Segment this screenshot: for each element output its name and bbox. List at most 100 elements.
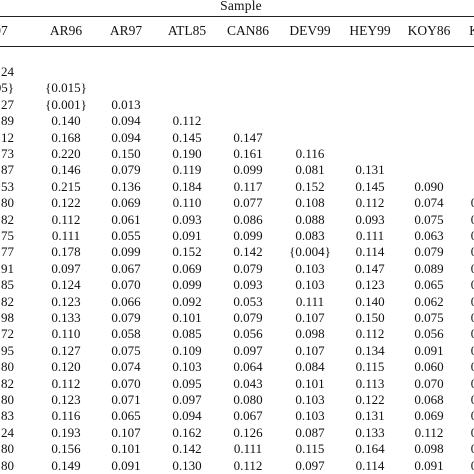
table-cell: 0.117	[233, 179, 263, 194]
table-cell: 0.098	[414, 441, 444, 456]
column-header: KOY86	[407, 23, 451, 38]
column-header: K	[444, 23, 474, 39]
table-cell: 0.101	[111, 441, 141, 456]
column-header: L97	[0, 23, 8, 38]
table-cell: 0.131	[355, 162, 385, 177]
table-cell: 0	[470, 310, 474, 325]
table-cell: 0	[470, 458, 474, 473]
table-cell: 80	[1, 359, 14, 374]
table-cell: 0.091	[172, 228, 202, 243]
table-cell: 75	[1, 228, 14, 243]
table-cell: 0	[470, 343, 474, 358]
column-header: ATL85	[167, 23, 207, 38]
table-cell: 0.079	[111, 162, 141, 177]
table-cell: 0.060	[414, 359, 444, 374]
table-cell: 53	[1, 179, 14, 194]
table-cell: 0.168	[51, 130, 81, 145]
table-cell: 98	[1, 310, 14, 325]
table-cell: 0.070	[111, 376, 141, 391]
table-cell: 0.093	[355, 212, 385, 227]
table-cell: 0	[470, 392, 474, 407]
table-cell: 0.065	[111, 408, 141, 423]
table-cell: 0.097	[51, 261, 81, 276]
table-cell: 0.146	[51, 162, 81, 177]
table-cell: 0.097	[172, 392, 202, 407]
table-cell: 0.069	[111, 195, 141, 210]
column-header: CAN86	[226, 23, 269, 38]
table-cell: 0.112	[172, 113, 202, 128]
table-cell: 0.152	[172, 244, 202, 259]
table-cell: 0.079	[233, 261, 263, 276]
table-cell: 0.162	[172, 425, 202, 440]
table-cell: 82	[1, 294, 14, 309]
table-cell: 0.063	[414, 228, 444, 243]
table-cell: 0.107	[295, 343, 325, 358]
table-cell: 0.091	[414, 458, 444, 473]
column-header: AR97	[109, 23, 143, 38]
table-cell: 0.150	[111, 146, 141, 161]
table-cell: 0.126	[233, 425, 263, 440]
table-cell: 0.145	[172, 130, 202, 145]
table-cell: 0.085	[172, 326, 202, 341]
table-cell: 0.215	[51, 179, 81, 194]
table-cell: 0.066	[111, 294, 141, 309]
table-cell: 0	[470, 408, 474, 423]
table-cell: 85	[1, 277, 14, 292]
table-cell: 0.133	[355, 425, 385, 440]
table-cell: 0.116	[51, 408, 81, 423]
table-cell: 05}	[0, 80, 14, 95]
table-cell: 0	[470, 244, 474, 259]
table-cell: 0.080	[233, 392, 263, 407]
table-cell: 0.093	[233, 277, 263, 292]
table-cell: 0.097	[295, 458, 325, 473]
table-cell: 0.156	[51, 441, 81, 456]
table-cell: 0.103	[295, 392, 325, 407]
table-cell: 0.123	[51, 294, 81, 309]
table-cell: 0.067	[111, 261, 141, 276]
table-cell: 0.150	[355, 310, 385, 325]
column-header: HEY99	[349, 23, 391, 38]
table-cell: 0.115	[295, 441, 325, 456]
table-cell: 0	[470, 261, 474, 276]
table-cell: 0.123	[51, 392, 81, 407]
table-cell: 0.091	[414, 343, 444, 358]
table-cell: 0.122	[51, 195, 81, 210]
table-cell: 0	[470, 359, 474, 374]
table-cell: 0.062	[414, 294, 444, 309]
table-cell: 0.123	[355, 277, 385, 292]
table-cell: 0.079	[233, 310, 263, 325]
table-cell: 89	[1, 113, 14, 128]
table-cell: 0.094	[111, 130, 141, 145]
table-cell: 82	[1, 212, 14, 227]
table-cell: 0.140	[355, 294, 385, 309]
table-cell: 0.097	[233, 343, 263, 358]
table-cell: 0.075	[414, 212, 444, 227]
table-cell: 0.098	[295, 326, 325, 341]
table-cell: 0.068	[414, 392, 444, 407]
table-cell: 0.103	[295, 261, 325, 276]
table-cell: 24	[1, 64, 14, 79]
table-cell: 0.077	[233, 195, 263, 210]
table-cell: 72	[1, 326, 14, 341]
table-cell: 0.152	[295, 179, 325, 194]
table-cell: 0.122	[355, 392, 385, 407]
table-cell: 0.164	[355, 441, 385, 456]
table-cell: 0.136	[111, 179, 141, 194]
table-cell: 0.090	[414, 179, 444, 194]
table-cell: 0.112	[233, 458, 263, 473]
table-cell: 0.079	[414, 244, 444, 259]
table-cell: 95	[1, 343, 14, 358]
table-cell: 0.099	[111, 244, 141, 259]
table-cell: 0.220	[51, 146, 81, 161]
table-cell: 83	[1, 408, 14, 423]
table-cell: 0.101	[295, 376, 325, 391]
table-cell: 0.103	[295, 408, 325, 423]
table-cell: 87	[1, 162, 14, 177]
table-cell: {0.001}	[45, 97, 87, 112]
table-cell: 0.092	[172, 294, 202, 309]
table-cell: 0	[470, 294, 474, 309]
table-cell: 0.074	[111, 359, 141, 374]
table-cell: 0.091	[111, 458, 141, 473]
table-cell: 0.095	[172, 376, 202, 391]
